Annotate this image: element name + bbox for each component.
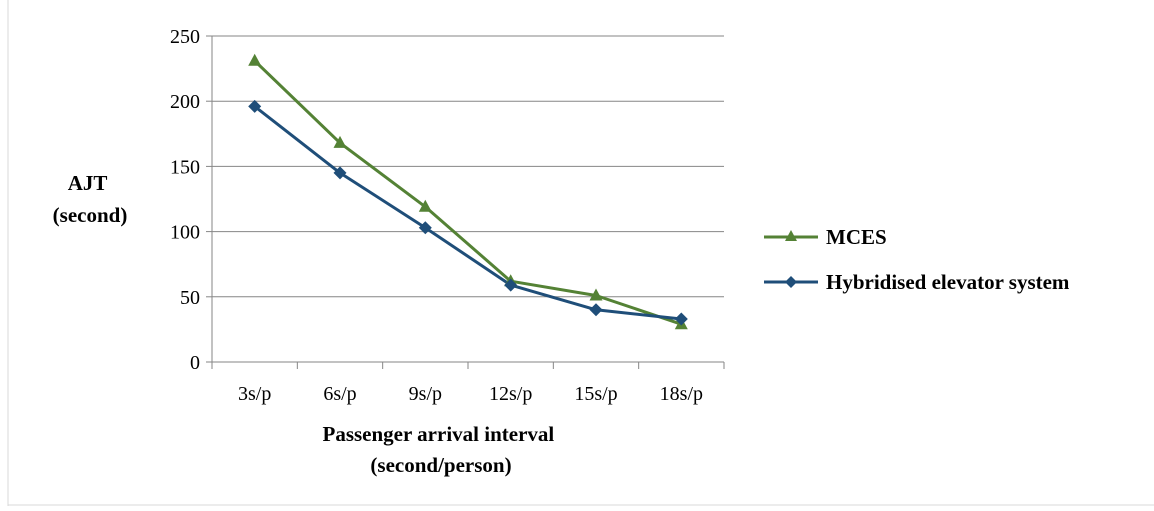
y-tick-label-0: 0 bbox=[190, 352, 200, 374]
y-tick-label-200: 200 bbox=[170, 91, 200, 113]
data-point-hybridised-6s-p bbox=[333, 166, 347, 180]
series-line-hybridised bbox=[253, 105, 682, 321]
data-point-hybridised-12s-p bbox=[504, 278, 518, 292]
y-axis-title: AJT (second) bbox=[53, 171, 128, 227]
y-tick-label-150: 150 bbox=[170, 156, 200, 178]
x-tick-label-6s-p: 6s/p bbox=[323, 383, 356, 405]
x-axis-title-line-1: Passenger arrival interval bbox=[323, 422, 555, 446]
legend-marker-mces bbox=[785, 230, 797, 241]
data-point-hybridised-3s-p bbox=[248, 99, 262, 113]
data-point-hybridised-9s-p bbox=[418, 221, 432, 235]
y-tick-label-250: 250 bbox=[170, 26, 200, 48]
y-tick-label-50: 50 bbox=[180, 287, 200, 309]
data-point-hybridised-18s-p bbox=[674, 312, 688, 326]
data-point-mces-15s-p bbox=[589, 288, 603, 301]
legend: MCES Hybridised elevator system bbox=[764, 225, 1070, 294]
data-point-hybridised-15s-p bbox=[589, 303, 603, 317]
legend-entry-hybridised: Hybridised elevator system bbox=[764, 270, 1070, 294]
y-axis-title-line-1: AJT bbox=[68, 171, 108, 195]
series-markers bbox=[248, 53, 688, 330]
legend-entry-mces: MCES bbox=[764, 225, 887, 249]
x-axis-title-line-2: (second/person) bbox=[370, 453, 511, 477]
x-tick-label-12s-p: 12s/p bbox=[489, 383, 532, 405]
x-tick-label-3s-p: 3s/p bbox=[238, 383, 271, 405]
x-tick-label-9s-p: 9s/p bbox=[409, 383, 442, 405]
data-point-mces-9s-p bbox=[418, 199, 432, 212]
legend-label-hybridised: Hybridised elevator system bbox=[826, 270, 1070, 294]
x-tick-label-18s-p: 18s/p bbox=[660, 383, 703, 405]
data-point-mces-3s-p bbox=[248, 53, 262, 66]
legend-label-mces: MCES bbox=[826, 225, 887, 249]
axes: 0 50 100 150 200 250 3s/p 6s/p 9s/p 12s/p 15s/p 18s… bbox=[170, 26, 725, 405]
x-axis-title: Passenger arrival interval (second/perso… bbox=[323, 422, 560, 477]
y-tick-label-100: 100 bbox=[170, 222, 200, 244]
y-axis-title-line-2: (second) bbox=[53, 203, 128, 227]
x-tick-label-15s-p: 15s/p bbox=[574, 383, 617, 405]
series-line-mces bbox=[253, 59, 682, 326]
legend-marker-hybridised bbox=[785, 276, 797, 288]
series-lines bbox=[253, 59, 682, 326]
data-point-mces-6s-p bbox=[333, 135, 347, 148]
